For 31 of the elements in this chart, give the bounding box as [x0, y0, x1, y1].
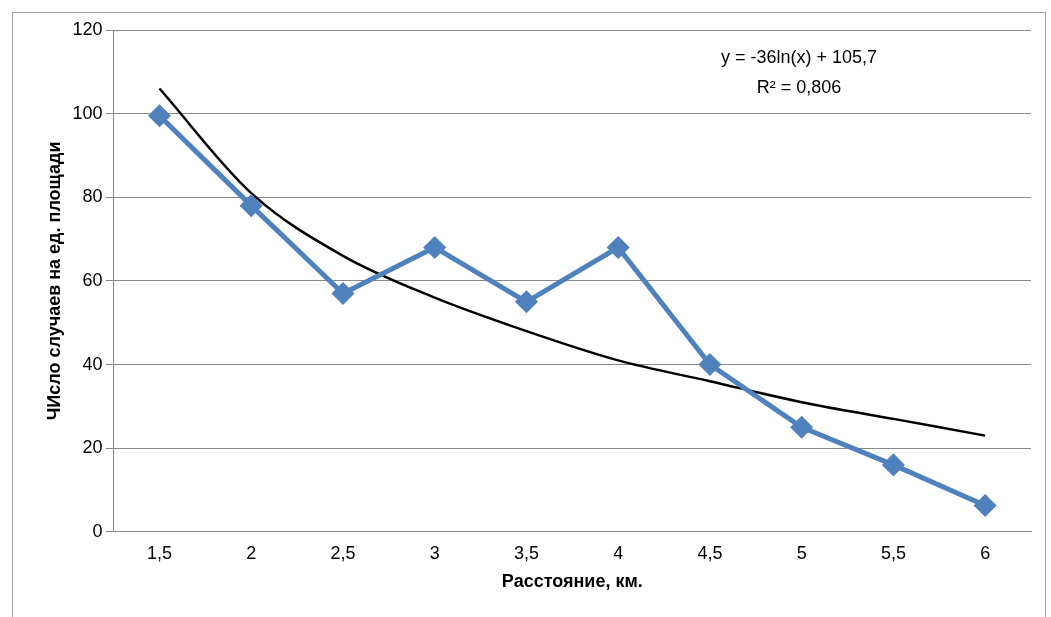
y-tick-label: 80: [82, 186, 103, 207]
x-tick-label: 6: [980, 542, 991, 563]
annotation: R² = 0,806: [756, 76, 842, 97]
x-tick-label: 4,5: [697, 542, 723, 563]
y-tick-label: 120: [72, 18, 103, 39]
x-axis-title: Расстояние, км.: [501, 571, 643, 592]
y-tick-label: 0: [92, 520, 103, 541]
point: [149, 105, 170, 127]
point: [515, 291, 537, 313]
y-tick-label: 40: [82, 353, 103, 374]
y-tick-label: 100: [72, 102, 103, 123]
annotation: y = -36ln(x) + 105,7: [720, 46, 878, 67]
y-tick-label: 20: [82, 437, 103, 458]
point: [699, 354, 721, 376]
y-tick-label: 60: [82, 269, 103, 290]
point: [424, 236, 446, 258]
x-tick-label: 1,5: [146, 542, 173, 563]
x-tick-label: 2,5: [330, 542, 356, 563]
x-tick-label: 2: [246, 542, 257, 563]
x-tick-label: 5: [796, 542, 807, 563]
point: [974, 494, 996, 516]
point: [607, 236, 629, 258]
point: [882, 454, 904, 476]
x-tick-label: 5,5: [880, 542, 906, 563]
point: [791, 416, 813, 438]
x-tick-label: 3,5: [513, 542, 539, 563]
point: [332, 282, 354, 304]
y-axis-title: ЧИсло случаев на ед. площади: [43, 141, 64, 421]
x-tick-label: 4: [613, 542, 624, 563]
point: [240, 195, 262, 217]
x-tick-label: 3: [429, 542, 440, 563]
